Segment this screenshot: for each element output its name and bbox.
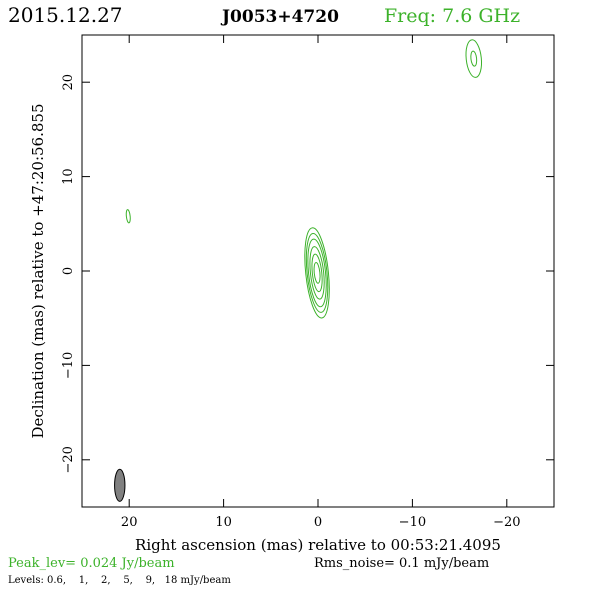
observation-date: 2015.12.27 <box>8 3 123 27</box>
axis-ticks: 20 10 0 −10 −20 20 10 0 −10 −20 <box>61 35 554 530</box>
source-name: J0053+4720 <box>220 7 339 27</box>
contour-line <box>307 238 327 308</box>
plot-frame <box>81 34 555 508</box>
contour-line <box>125 209 131 224</box>
y-axis-label: Declination (mas) relative to +47:20:56.… <box>29 103 47 438</box>
contour-line <box>470 50 478 67</box>
x-tick-label: −10 <box>399 515 426 530</box>
contour-line <box>311 253 323 293</box>
y-tick-label: −10 <box>61 352 76 379</box>
y-tick-label: 0 <box>61 267 76 275</box>
contour-line <box>305 232 329 313</box>
beam-ellipse <box>114 468 126 502</box>
contour-line <box>304 227 330 319</box>
contour-line <box>313 262 321 284</box>
beam <box>114 468 126 502</box>
x-tick-label: −20 <box>493 515 520 530</box>
contour-line <box>309 246 325 300</box>
peak-level: Peak_lev= 0.024 Jy/beam <box>8 556 175 571</box>
x-tick-label: 0 <box>314 515 322 530</box>
contour-component-feature-w <box>125 209 131 224</box>
y-tick-label: 20 <box>61 74 76 91</box>
y-tick-label: −20 <box>61 446 76 473</box>
x-axis-label: Right ascension (mas) relative to 00:53:… <box>135 536 501 554</box>
contour-component-feature-ne <box>465 39 483 78</box>
contour-line <box>465 39 483 78</box>
contour-levels: Levels: 0.6, 1, 2, 5, 9, 18 mJy/beam <box>8 575 231 586</box>
y-tick-label: 10 <box>61 168 76 185</box>
contours <box>125 39 483 319</box>
x-tick-label: 10 <box>215 515 232 530</box>
contour-component-core <box>304 227 330 319</box>
x-tick-label: 20 <box>121 515 138 530</box>
frequency-label: Freq: 7.6 GHz <box>384 5 520 27</box>
rms-noise: Rms_noise= 0.1 mJy/beam <box>314 556 489 571</box>
